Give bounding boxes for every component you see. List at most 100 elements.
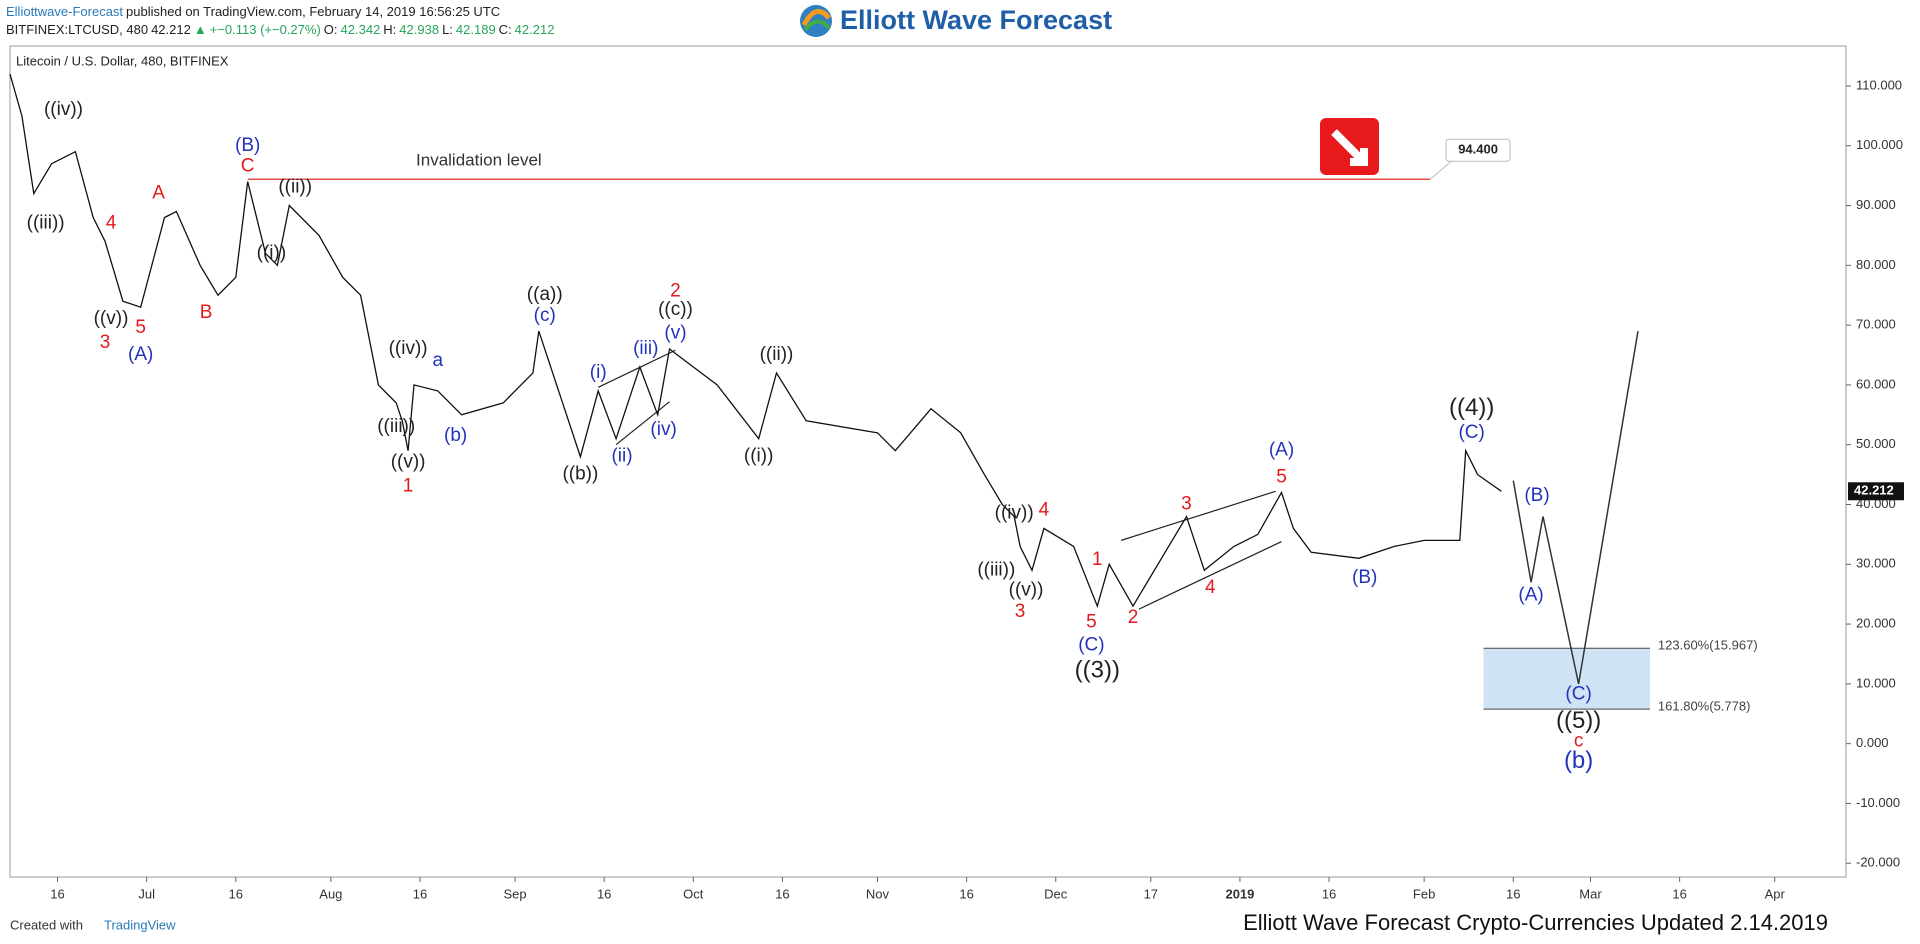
header-text: C: xyxy=(498,22,512,37)
header-text: +−0.113 (+−0.27%) xyxy=(209,22,321,37)
wave-label: (i) xyxy=(590,362,607,383)
header-text: L: xyxy=(442,22,453,37)
x-tick-label: 16 xyxy=(1506,886,1520,901)
wave-label: (A) xyxy=(1518,584,1543,605)
footer-brand: TradingView xyxy=(104,917,176,932)
wave-label: c xyxy=(1574,730,1584,751)
price-callout-text: 94.400 xyxy=(1458,142,1498,157)
y-tick-label: 80.000 xyxy=(1856,257,1896,272)
footer-created: Created with xyxy=(10,917,83,932)
x-tick-label: 16 xyxy=(229,886,243,901)
last-price-tag xyxy=(1848,482,1904,501)
wave-label: ((i)) xyxy=(744,446,774,467)
wave-label: B xyxy=(200,302,213,323)
wave-label: 1 xyxy=(403,476,414,497)
wave-label: (ii) xyxy=(611,446,632,467)
logo-swoosh xyxy=(803,19,831,32)
projection-line xyxy=(1512,330,1639,685)
wave-label: 5 xyxy=(1086,611,1097,632)
chart-title: Litecoin / U.S. Dollar, 480, BITFINEX xyxy=(16,53,229,68)
x-tick-label: Jul xyxy=(138,886,155,901)
x-tick-label: 16 xyxy=(413,886,427,901)
wave-label: ((v)) xyxy=(94,308,129,329)
x-tick-label: Mar xyxy=(1579,886,1602,901)
wave-label: (C) xyxy=(1565,684,1591,705)
y-tick-label: 0.000 xyxy=(1856,735,1889,750)
logo-swoosh xyxy=(801,8,831,27)
x-tick-label: Apr xyxy=(1765,886,1786,901)
wave-label: 2 xyxy=(670,281,681,302)
wave-label: (c) xyxy=(534,305,556,326)
header-text: O: xyxy=(323,22,338,37)
wave-label: 4 xyxy=(1205,577,1216,598)
wave-label: 3 xyxy=(100,332,111,353)
header-text: 42.212 xyxy=(151,22,191,37)
wave-label: ((3)) xyxy=(1075,657,1120,684)
wave-label: ((4)) xyxy=(1449,394,1494,421)
y-tick-label: 60.000 xyxy=(1856,376,1896,391)
wave-label: ((iii)) xyxy=(977,559,1015,580)
wave-label: ((v)) xyxy=(391,452,426,473)
wave-label: (v) xyxy=(664,323,686,344)
wave-label: (C) xyxy=(1078,635,1104,656)
wave-label: 4 xyxy=(1039,499,1050,520)
header-text: 42.189 xyxy=(455,22,496,37)
wave-label: (B) xyxy=(235,135,260,156)
y-tick-label: 20.000 xyxy=(1856,616,1896,631)
x-tick-label: 16 xyxy=(775,886,789,901)
wave-label: (C) xyxy=(1458,422,1484,443)
y-tick-label: 110.000 xyxy=(1856,77,1902,92)
x-tick-label: 17 xyxy=(1144,886,1158,901)
fib-label: 123.60%(15.967) xyxy=(1658,638,1758,653)
wave-label: ((ii)) xyxy=(278,177,312,198)
wave-label: C xyxy=(241,156,255,177)
x-tick-label: 16 xyxy=(597,886,611,901)
x-tick-label: Nov xyxy=(866,886,890,901)
wave-label: ((iii)) xyxy=(27,212,65,233)
y-tick-label: 30.000 xyxy=(1856,556,1896,571)
y-tick-label: 90.000 xyxy=(1856,197,1896,212)
x-tick-label: Sep xyxy=(503,886,526,901)
trendline xyxy=(1120,490,1276,541)
wave-label: (A) xyxy=(128,344,153,365)
wave-label: ((iii)) xyxy=(377,416,415,437)
y-tick-label: 100.000 xyxy=(1856,137,1903,152)
icon-arrow xyxy=(1331,129,1368,166)
header-text: H: xyxy=(383,22,397,37)
wave-label: ((5)) xyxy=(1556,707,1601,734)
header-line-2: BITFINEX:LTCUSD, 480 42.212 ▲ +−0.113 (+−0.… xyxy=(6,22,557,37)
footer-updated: Elliott Wave Forecast Crypto-Currencies … xyxy=(1243,910,1828,935)
wave-label: (b) xyxy=(444,425,467,446)
y-tick-label: 10.000 xyxy=(1856,675,1896,690)
down-arrow-icon xyxy=(1320,118,1379,175)
header-text: ▲ xyxy=(193,22,207,37)
wave-label: 3 xyxy=(1181,494,1192,515)
wave-label: ((ii)) xyxy=(760,344,794,365)
x-tick-label: 2019 xyxy=(1225,886,1254,901)
wave-label: ((iv)) xyxy=(995,502,1034,523)
wave-label: ((iv)) xyxy=(44,99,83,120)
wave-label: 2 xyxy=(1128,607,1139,628)
wave-label: (B) xyxy=(1352,567,1377,588)
x-tick-label: Oct xyxy=(683,886,704,901)
wave-label: 1 xyxy=(1092,549,1103,570)
price-callout xyxy=(1445,138,1511,162)
wave-label: (b) xyxy=(1564,747,1593,774)
x-tick-label: Dec xyxy=(1044,886,1068,901)
invalidation-label: Invalidation level xyxy=(416,151,542,170)
wave-label: (iii) xyxy=(633,338,658,359)
wave-label: 4 xyxy=(106,212,117,233)
wave-label: (iv) xyxy=(650,419,676,440)
header-text: 42.342 xyxy=(340,22,381,37)
logo-text: Elliott Wave Forecast xyxy=(840,5,1112,35)
wave-label: 5 xyxy=(1276,467,1287,488)
wave-label: 5 xyxy=(135,317,146,338)
wave-label: (B) xyxy=(1524,485,1549,506)
price-line xyxy=(9,73,1502,609)
wave-label: 3 xyxy=(1015,601,1026,622)
header-text: 42.938 xyxy=(399,22,440,37)
header-text: BITFINEX:LTCUSD, 480 xyxy=(6,22,149,37)
